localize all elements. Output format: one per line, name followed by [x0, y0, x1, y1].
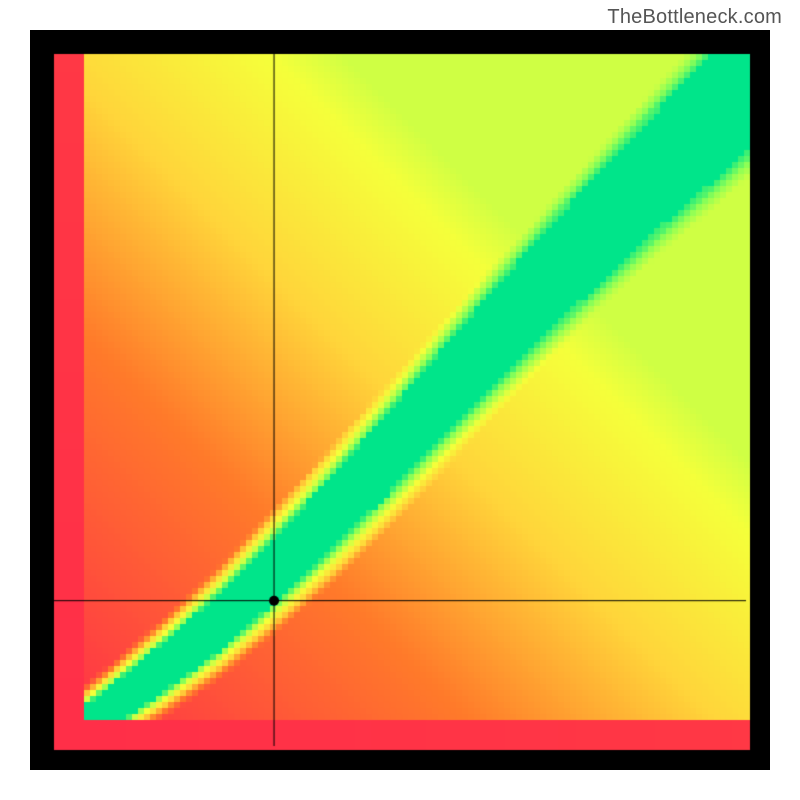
watermark-text: TheBottleneck.com — [607, 6, 782, 29]
heatmap-canvas — [30, 30, 770, 770]
chart-container: TheBottleneck.com — [0, 0, 800, 800]
chart-frame — [30, 30, 770, 770]
